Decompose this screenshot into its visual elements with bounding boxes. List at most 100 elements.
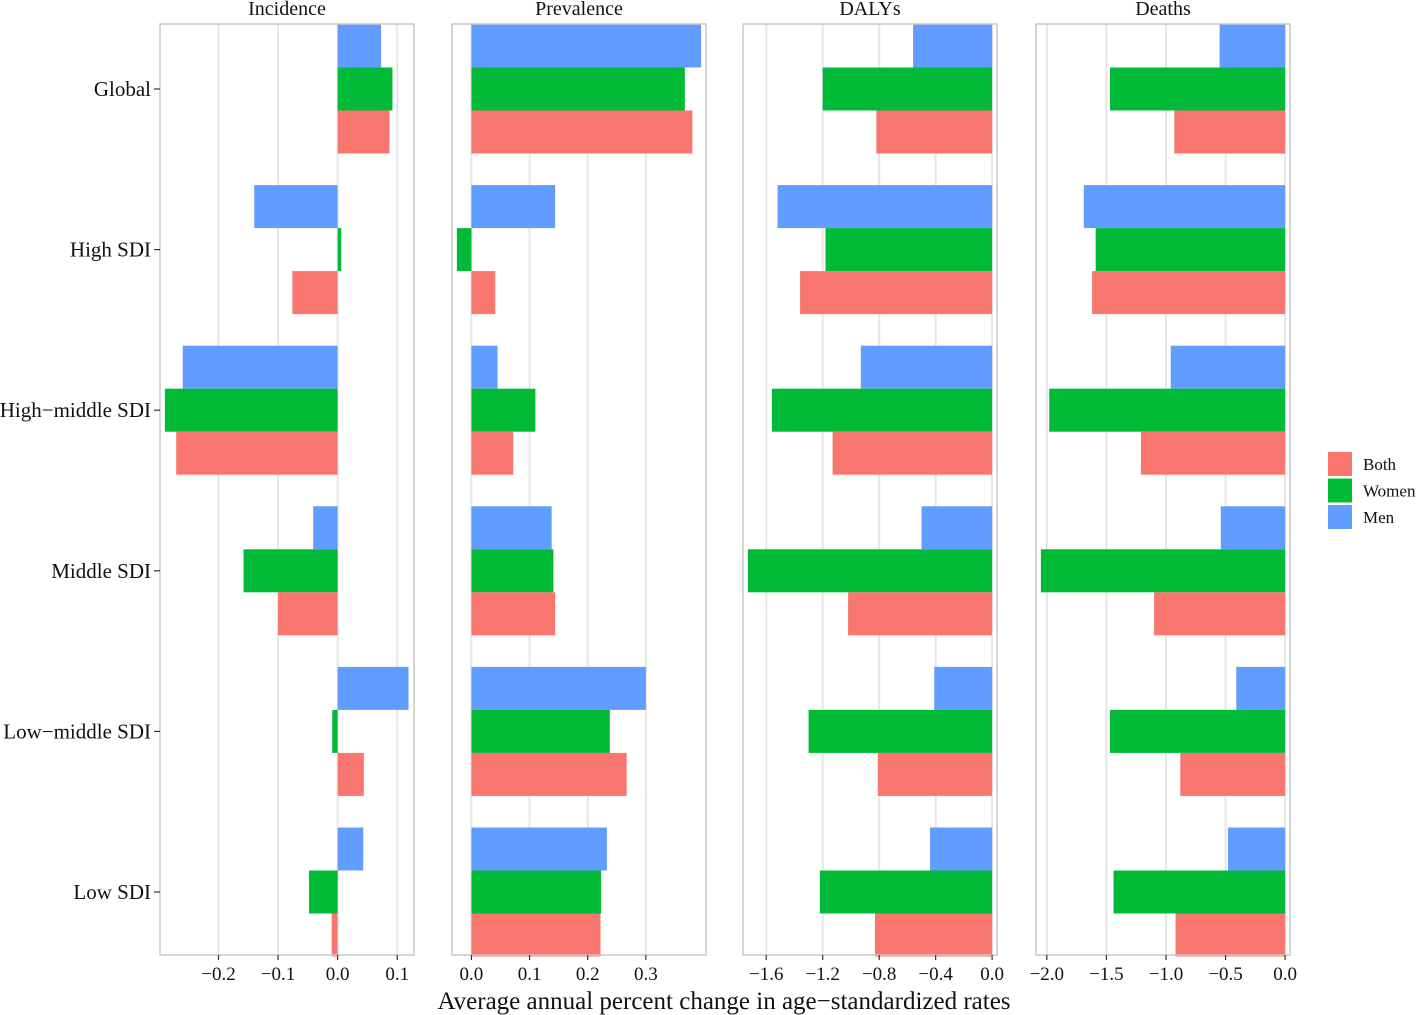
bar-prevalence-women	[471, 388, 536, 432]
bar-incidence-both	[278, 592, 338, 636]
tick-label: −1.0	[1149, 964, 1183, 985]
bar-deaths-both	[1140, 431, 1286, 475]
tick-label: −1.6	[749, 964, 783, 985]
legend-swatch-women	[1328, 478, 1352, 503]
panel-border	[1035, 23, 1291, 956]
bar-incidence-both	[337, 110, 390, 154]
bar-incidence-women	[332, 709, 338, 753]
bar-prevalence-men	[471, 185, 556, 229]
facet-title: Incidence	[248, 0, 326, 20]
bar-dalys-both	[874, 913, 993, 957]
bar-deaths-both	[1154, 592, 1286, 636]
bar-dalys-women	[825, 228, 993, 272]
bar-prevalence-both	[471, 431, 514, 475]
tick-label: 0.2	[576, 964, 600, 985]
bar-deaths-women	[1109, 709, 1286, 753]
bar-incidence-men	[337, 827, 364, 871]
bar-deaths-men	[1236, 666, 1286, 710]
bar-prevalence-women	[456, 228, 472, 272]
facet-title: Deaths	[1135, 0, 1191, 20]
bar-prevalence-both	[471, 592, 556, 636]
facet-panels: Incidence −0.2 −0.1 0.0 0.1 Prevalence 0.0 0.1 0…	[159, 0, 1297, 985]
legend-label-both: Both	[1363, 455, 1397, 474]
tick-label: 0.0	[326, 964, 350, 985]
bar-dalys-men	[929, 827, 993, 871]
x-axis-title: Average annual percent change in age−sta…	[437, 988, 1010, 1015]
bar-dalys-both	[848, 592, 993, 636]
bar-deaths-both	[1180, 752, 1286, 796]
bar-prevalence-both	[471, 913, 601, 957]
bar-deaths-both	[1092, 271, 1286, 315]
facet-prevalence: Prevalence 0.0 0.1 0.2 0.3	[451, 0, 707, 985]
bar-dalys-men	[777, 185, 993, 229]
bar-deaths-men	[1219, 24, 1286, 68]
bar-deaths-men	[1083, 185, 1286, 229]
bar-dalys-women	[822, 67, 993, 111]
tick-label: −1.2	[805, 964, 839, 985]
bar-dalys-men	[934, 666, 993, 710]
bar-incidence-men	[337, 24, 382, 68]
panel-border	[451, 23, 707, 956]
bar-incidence-women	[309, 870, 338, 914]
tick-label: −0.4	[918, 964, 953, 985]
bar-dalys-women	[771, 388, 993, 432]
category-label: Middle SDI	[51, 559, 151, 583]
bar-dalys-both	[832, 431, 993, 475]
bar-incidence-both	[337, 752, 364, 796]
bar-deaths-both	[1175, 913, 1286, 957]
tick-label: −0.1	[261, 964, 295, 985]
bar-prevalence-men	[471, 666, 646, 710]
category-label: High SDI	[70, 238, 151, 262]
panel-border	[159, 23, 415, 956]
bar-incidence-men	[313, 506, 338, 550]
bar-dalys-men	[921, 506, 993, 550]
tick-label: 0.3	[634, 964, 658, 985]
bar-dalys-women	[747, 549, 993, 593]
bar-prevalence-men	[471, 827, 607, 871]
facet-incidence: Incidence −0.2 −0.1 0.0 0.1	[159, 0, 415, 985]
category-label: High−middle SDI	[0, 398, 151, 422]
tick-label: 0.1	[518, 964, 542, 985]
bar-incidence-men	[337, 666, 409, 710]
category-label: Global	[94, 77, 151, 101]
bar-dalys-both	[877, 752, 993, 796]
bar-deaths-women	[1109, 67, 1286, 111]
legend: Both Women Men	[1328, 452, 1416, 529]
bar-dalys-women	[808, 709, 993, 753]
bar-prevalence-men	[471, 345, 498, 389]
legend-label-women: Women	[1363, 482, 1416, 501]
bar-prevalence-both	[471, 752, 627, 796]
tick-label: −2.0	[1030, 964, 1064, 985]
facet-dalys: DALYs −1.6 −1.2 −0.8 −0.4 0.0	[742, 0, 1004, 985]
bar-deaths-women	[1113, 870, 1286, 914]
bar-deaths-women	[1095, 228, 1286, 272]
tick-label: −0.5	[1208, 964, 1242, 985]
bar-incidence-women	[337, 67, 393, 111]
legend-swatch-men	[1328, 505, 1352, 529]
bar-prevalence-women	[471, 549, 554, 593]
bar-incidence-women	[164, 388, 338, 432]
bar-dalys-men	[913, 24, 993, 68]
bar-prevalence-women	[471, 870, 602, 914]
bar-deaths-both	[1174, 110, 1286, 154]
bar-dalys-men	[860, 345, 993, 389]
facet-title: Prevalence	[535, 0, 623, 20]
bar-deaths-women	[1040, 549, 1286, 593]
tick-label: 0.0	[980, 964, 1004, 985]
bar-incidence-men	[182, 345, 338, 389]
bar-dalys-both	[800, 271, 993, 315]
bar-deaths-men	[1170, 345, 1286, 389]
bar-deaths-men	[1227, 827, 1286, 871]
tick-label: −0.2	[201, 964, 235, 985]
bar-deaths-men	[1220, 506, 1286, 550]
tick-label: −1.5	[1089, 964, 1123, 985]
legend-label-men: Men	[1363, 508, 1395, 527]
facet-title: DALYs	[839, 0, 901, 20]
category-label: Low−middle SDI	[3, 719, 151, 743]
tick-label: 0.0	[1273, 964, 1297, 985]
legend-swatch-both	[1328, 452, 1352, 476]
bar-prevalence-men	[471, 24, 702, 68]
bar-prevalence-both	[471, 110, 693, 154]
bar-deaths-women	[1049, 388, 1286, 432]
